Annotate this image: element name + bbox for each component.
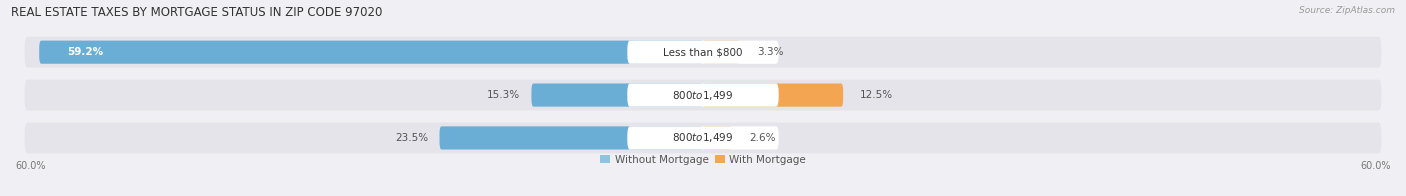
Text: 3.3%: 3.3% <box>756 47 783 57</box>
Text: Less than $800: Less than $800 <box>664 47 742 57</box>
Text: 15.3%: 15.3% <box>486 90 520 100</box>
Text: 12.5%: 12.5% <box>860 90 893 100</box>
FancyBboxPatch shape <box>25 122 1381 153</box>
Text: 59.2%: 59.2% <box>67 47 104 57</box>
FancyBboxPatch shape <box>531 83 703 107</box>
FancyBboxPatch shape <box>703 126 733 150</box>
FancyBboxPatch shape <box>39 41 703 64</box>
FancyBboxPatch shape <box>627 126 779 150</box>
FancyBboxPatch shape <box>25 37 1381 68</box>
FancyBboxPatch shape <box>440 126 703 150</box>
Text: REAL ESTATE TAXES BY MORTGAGE STATUS IN ZIP CODE 97020: REAL ESTATE TAXES BY MORTGAGE STATUS IN … <box>11 6 382 19</box>
Legend: Without Mortgage, With Mortgage: Without Mortgage, With Mortgage <box>600 155 806 165</box>
FancyBboxPatch shape <box>627 41 779 64</box>
FancyBboxPatch shape <box>25 80 1381 111</box>
FancyBboxPatch shape <box>703 83 844 107</box>
Text: 23.5%: 23.5% <box>395 133 429 143</box>
Text: Source: ZipAtlas.com: Source: ZipAtlas.com <box>1299 6 1395 15</box>
FancyBboxPatch shape <box>627 83 779 107</box>
Text: 2.6%: 2.6% <box>749 133 776 143</box>
FancyBboxPatch shape <box>703 41 740 64</box>
Text: $800 to $1,499: $800 to $1,499 <box>672 89 734 102</box>
Text: $800 to $1,499: $800 to $1,499 <box>672 132 734 144</box>
